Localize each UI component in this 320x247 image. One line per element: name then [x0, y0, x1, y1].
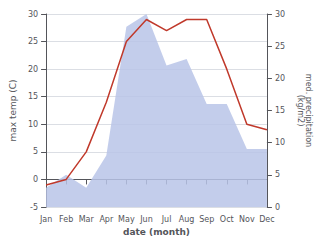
svg-text:(kg/m2): (kg/m2)	[296, 95, 305, 127]
svg-text:5: 5	[275, 170, 280, 179]
svg-text:Mar: Mar	[79, 215, 95, 224]
svg-text:30: 30	[28, 10, 38, 19]
svg-text:30: 30	[275, 10, 285, 19]
svg-text:med. precipitation: med. precipitation	[303, 73, 313, 148]
svg-text:0: 0	[275, 203, 280, 212]
svg-text:date (month): date (month)	[123, 227, 190, 237]
svg-text:15: 15	[275, 106, 285, 115]
svg-text:20: 20	[28, 65, 38, 74]
svg-text:Jun: Jun	[139, 215, 153, 224]
svg-text:20: 20	[275, 74, 285, 83]
svg-text:-5: -5	[30, 203, 38, 212]
svg-text:max temp (C): max temp (C)	[8, 79, 18, 141]
svg-text:10: 10	[28, 120, 38, 129]
svg-text:Nov: Nov	[239, 215, 255, 224]
svg-text:25: 25	[275, 42, 285, 51]
svg-text:Dec: Dec	[259, 215, 274, 224]
svg-text:5: 5	[33, 147, 38, 156]
svg-text:Feb: Feb	[59, 215, 73, 224]
svg-text:10: 10	[275, 138, 285, 147]
svg-text:Oct: Oct	[220, 215, 234, 224]
svg-text:25: 25	[28, 37, 38, 46]
svg-text:Aug: Aug	[179, 215, 195, 224]
svg-text:Sep: Sep	[199, 215, 214, 224]
svg-text:Apr: Apr	[99, 215, 114, 224]
svg-text:0: 0	[33, 175, 38, 184]
svg-text:May: May	[118, 215, 135, 224]
svg-text:15: 15	[28, 92, 38, 101]
svg-text:Jul: Jul	[161, 215, 172, 224]
svg-text:Jan: Jan	[39, 215, 52, 224]
